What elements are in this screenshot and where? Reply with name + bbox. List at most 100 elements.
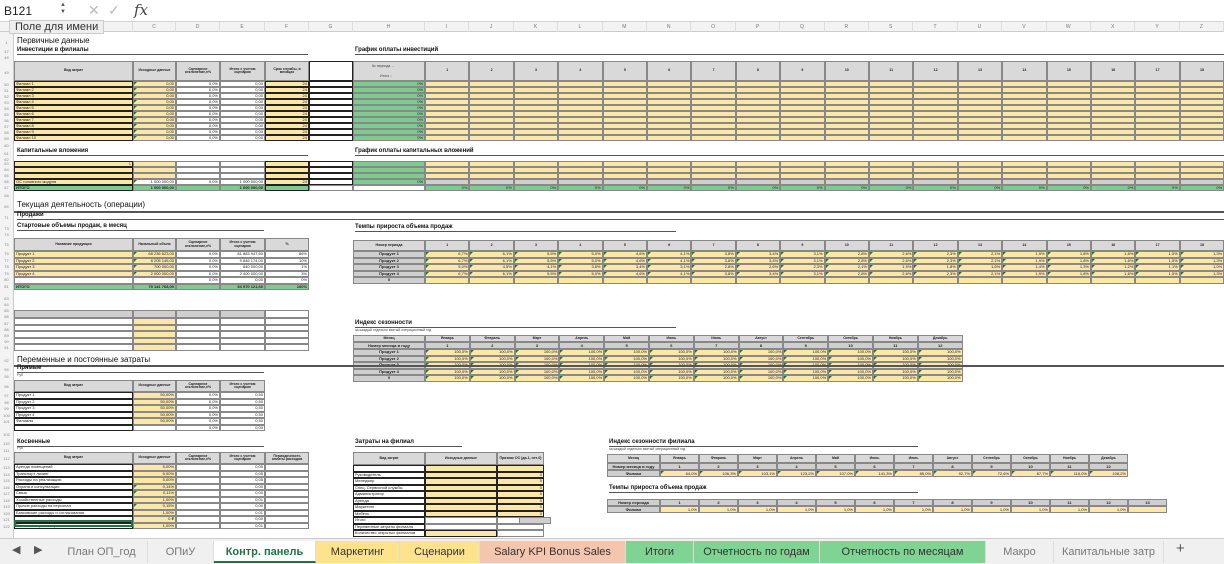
branch-season-table-cell[interactable]: 107,0% [816, 470, 855, 477]
direct-costs-table-cell[interactable]: 50,00% [133, 392, 176, 399]
column-header[interactable]: M [603, 22, 647, 32]
invest-schedule-cell[interactable] [780, 111, 825, 117]
season-table-cell[interactable]: 100,0% [514, 375, 560, 382]
indirect-costs-table-cell[interactable] [176, 522, 220, 529]
invest-table-cell[interactable] [309, 123, 353, 129]
capex-schedule-cell[interactable] [602, 179, 647, 185]
branch-season-table-cell[interactable]: 87,7% [1011, 470, 1050, 477]
invest-schedule-cell[interactable] [780, 93, 825, 99]
branch-season-table-cell[interactable]: Филиал [607, 470, 660, 477]
invest-schedule-cell[interactable] [1002, 81, 1047, 87]
row-header[interactable]: 49 [4, 70, 9, 75]
sales-table-cell[interactable]: 3% [265, 270, 309, 277]
branch-costs-table-cell[interactable]: 0 [497, 478, 544, 485]
capex-table-cell[interactable] [176, 167, 220, 173]
season-table-cell[interactable]: Продукт 2 [353, 355, 425, 362]
invest-schedule-cell[interactable] [1135, 117, 1180, 123]
capex-schedule-cell[interactable] [558, 161, 603, 167]
branch-season-table-cell[interactable]: 1 [660, 463, 699, 470]
branch-costs-table-cell[interactable]: Мебель [353, 510, 425, 517]
invest-schedule-cell[interactable] [647, 81, 692, 87]
capex-schedule-cell[interactable] [1002, 179, 1047, 185]
capex-schedule-cell[interactable] [913, 179, 958, 185]
row-header[interactable]: 73 [4, 226, 9, 231]
growth-table-cell[interactable]: 17 [1135, 240, 1180, 251]
empty-table-cell[interactable] [220, 318, 265, 325]
season-table-cell[interactable]: 6 [649, 342, 694, 349]
growth-table-cell[interactable]: 3,8% [691, 270, 736, 277]
row-header[interactable]: 115 [3, 478, 10, 483]
growth-table-cell[interactable]: 7 [691, 240, 736, 251]
row-header[interactable]: 64 [4, 167, 9, 172]
direct-costs-table-cell[interactable]: 50,00% [133, 405, 176, 412]
season-table-cell[interactable]: Июль [693, 335, 739, 342]
season-table-cell[interactable]: 100,0% [828, 375, 873, 382]
season-table-cell[interactable]: 100,0% [559, 355, 605, 362]
branch-costs-table-cell[interactable]: 0 [497, 497, 544, 504]
season-table-cell[interactable]: 100,0% [693, 368, 739, 375]
growth-table-cell[interactable]: 2,1% [957, 251, 1003, 258]
invest-schedule-cell[interactable] [469, 129, 514, 135]
invest-schedule-cell[interactable] [869, 129, 914, 135]
branch-costs-table-cell[interactable]: 0 [497, 471, 544, 478]
branch-season-table-cell[interactable]: 3 [738, 463, 777, 470]
branch-costs-table-cell[interactable] [425, 471, 497, 478]
invest-table-cell[interactable]: 0,00 [220, 99, 265, 105]
invest-schedule-cell[interactable]: 0% [353, 105, 425, 111]
capex-schedule-cell[interactable]: 0% [824, 185, 869, 191]
growth-table-cell[interactable]: 1,4% [1002, 264, 1047, 271]
invest-schedule-cell[interactable] [425, 93, 470, 99]
row-header[interactable]: 88 [4, 327, 9, 332]
season-table-cell[interactable]: Февраль [469, 335, 515, 342]
invest-schedule-cell[interactable]: 15 [1046, 61, 1091, 81]
invest-schedule-cell[interactable] [602, 87, 647, 93]
season-table-cell[interactable]: 100,0% [425, 349, 470, 356]
indirect-costs-table-cell[interactable] [265, 470, 309, 477]
invest-table-cell[interactable]: 24 [265, 123, 309, 129]
invest-schedule-cell[interactable]: 3 [513, 61, 559, 81]
season-table-cell[interactable]: 8 [738, 342, 784, 349]
growth-table-cell[interactable]: 3,8% [691, 251, 736, 258]
invest-schedule-cell[interactable] [513, 123, 559, 129]
invest-schedule-cell[interactable] [1091, 129, 1136, 135]
row-header[interactable]: 81 [4, 283, 9, 289]
invest-schedule-cell[interactable] [647, 87, 692, 93]
sales-table-cell[interactable]: 1% [265, 264, 309, 271]
growth-table-cell[interactable]: 1,8% [1046, 257, 1091, 264]
invest-schedule-cell[interactable] [1091, 123, 1136, 129]
direct-costs-table-cell[interactable]: Филиалы [14, 418, 133, 425]
season-table-cell[interactable]: 11 [873, 342, 918, 349]
row-header[interactable]: 90 [4, 339, 9, 344]
sales-table-cell[interactable]: 700 000,00 [133, 264, 176, 271]
sheet-tab-10[interactable]: Макро [986, 541, 1054, 563]
sales-table-cell[interactable]: 100% [265, 283, 309, 290]
invest-schedule-cell[interactable]: 1 [425, 61, 470, 81]
season-table-cell[interactable]: 100,0% [873, 375, 918, 382]
empty-table-cell[interactable] [133, 324, 176, 331]
invest-table-cell[interactable]: 0,0% [176, 129, 220, 135]
invest-schedule-cell[interactable] [691, 93, 736, 99]
branch-season-table-cell[interactable]: 103,1% [738, 470, 777, 477]
growth-table-cell[interactable]: 3,4% [735, 270, 781, 277]
row-header[interactable]: 53 [4, 100, 9, 105]
growth-table-cell[interactable]: 3,1% [780, 251, 825, 258]
sales-table-cell[interactable]: 79 141 768,00 [133, 283, 176, 290]
season-table-cell[interactable]: 100,0% [917, 349, 963, 356]
indirect-costs-table-cell[interactable]: Транспорт лизинг [14, 470, 133, 477]
sales-table-cell[interactable]: ИТОГО [14, 283, 133, 290]
capex-schedule-cell[interactable] [469, 161, 514, 167]
invest-table-cell[interactable]: Сценарное отклонение,±% [176, 61, 220, 81]
invest-schedule-cell[interactable] [558, 123, 603, 129]
capex-table-cell[interactable]: 24 [265, 179, 309, 185]
branch-season-table-cell[interactable]: 141,3% [855, 470, 894, 477]
growth-table-cell[interactable]: 1,5% [1135, 251, 1180, 258]
invest-schedule-cell[interactable] [558, 129, 603, 135]
capex-table-cell[interactable]: 1 000 000,00 [133, 185, 176, 191]
growth-table-cell[interactable]: Продукт 2 [353, 257, 425, 264]
sales-table-cell[interactable]: 840 000,00 [220, 264, 265, 271]
row-header[interactable]: 113 [3, 465, 10, 470]
invest-schedule-cell[interactable] [602, 99, 647, 105]
growth-table-cell[interactable]: 11 [869, 240, 914, 251]
invest-schedule-cell[interactable]: 4 [558, 61, 603, 81]
capex-schedule-cell[interactable] [869, 161, 914, 167]
